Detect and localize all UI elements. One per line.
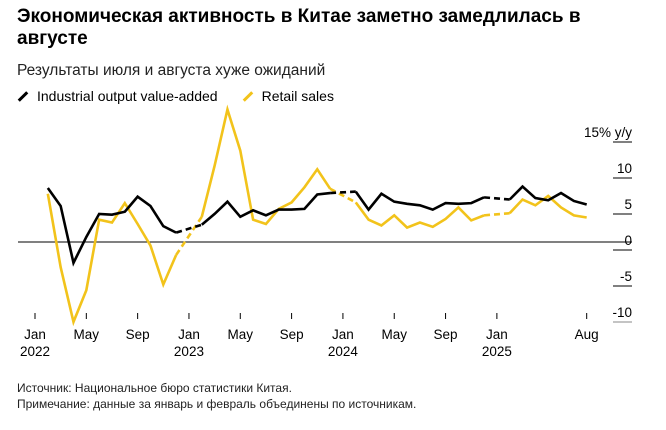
x-tick-label: Jan xyxy=(178,327,200,342)
chart-title: Экономическая активность в Китае заметно… xyxy=(17,6,581,49)
y-tick-label: 0 xyxy=(624,233,632,248)
legend: Industrial output value-added Retail sal… xyxy=(17,88,334,104)
series-gap-retail xyxy=(483,211,510,217)
series-gap-retail xyxy=(329,187,357,204)
series-gap-industrial xyxy=(330,190,356,195)
x-tick-label: Jan xyxy=(24,327,46,342)
y-tick-label: 5 xyxy=(624,197,632,212)
x-tick-label: Jan xyxy=(486,327,508,342)
series-gap-retail xyxy=(175,216,203,256)
x-tick-label: Sep xyxy=(434,327,458,342)
series-line-industrial-output xyxy=(46,184,588,267)
x-tick-year: 2022 xyxy=(20,344,50,359)
chart-subtitle: Результаты июля и августа хуже ожиданий xyxy=(17,62,326,79)
x-tick-label: May xyxy=(228,327,254,342)
y-tick-label: 15% y/y xyxy=(584,125,632,140)
series-gap-industrial xyxy=(483,196,510,201)
x-tick-year: 2023 xyxy=(174,344,204,359)
x-tick-label: Aug xyxy=(575,327,599,342)
source-note: Источник: Национальное бюро статистики К… xyxy=(17,381,292,395)
series-gap-industrial xyxy=(175,223,203,234)
x-tick-label: Sep xyxy=(126,327,150,342)
footnote: Примечание: данные за январь и февраль о… xyxy=(17,397,417,411)
x-tick-year: 2024 xyxy=(328,344,359,359)
legend-label-industrial: Industrial output value-added xyxy=(37,88,218,104)
series-line-retail-sales xyxy=(46,104,587,327)
x-tick-label: Jan xyxy=(332,327,354,342)
y-tick-label: -5 xyxy=(620,269,632,284)
legend-label-retail: Retail sales xyxy=(261,88,334,104)
x-tick-label: Sep xyxy=(280,327,304,342)
x-tick-year: 2025 xyxy=(482,344,512,359)
x-tick-label: May xyxy=(74,327,100,342)
x-tick-label: May xyxy=(381,327,407,342)
y-tick-label: -10 xyxy=(612,305,632,320)
y-tick-label: 10 xyxy=(617,161,632,176)
